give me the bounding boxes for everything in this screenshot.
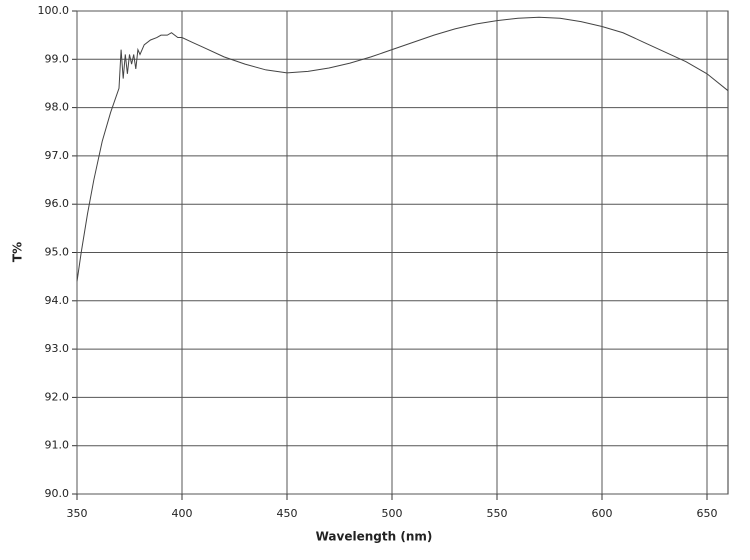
- x-tick-label: 550: [487, 507, 508, 520]
- x-tick-label: 500: [382, 507, 403, 520]
- x-axis-label: Wavelength (nm): [316, 530, 433, 544]
- x-tick-label: 400: [172, 507, 193, 520]
- x-tick-label: 650: [697, 507, 718, 520]
- y-tick-label: 100.0: [38, 4, 70, 17]
- y-tick-label: 97.0: [45, 149, 70, 162]
- x-tick-label: 350: [67, 507, 88, 520]
- x-tick-label: 600: [592, 507, 613, 520]
- y-tick-label: 98.0: [45, 101, 70, 114]
- y-tick-label: 92.0: [45, 390, 70, 403]
- y-tick-label: 99.0: [45, 52, 70, 65]
- y-tick-label: 93.0: [45, 342, 70, 355]
- y-tick-label: 94.0: [45, 294, 70, 307]
- y-tick-label: 90.0: [45, 487, 70, 500]
- data-line: [76, 16, 729, 282]
- x-tick-label: 450: [277, 507, 298, 520]
- y-tick-label: 91.0: [45, 439, 70, 452]
- y-tick-label: 95.0: [45, 246, 70, 259]
- y-tick-label: 96.0: [45, 197, 70, 210]
- y-axis-label: T%: [11, 242, 25, 262]
